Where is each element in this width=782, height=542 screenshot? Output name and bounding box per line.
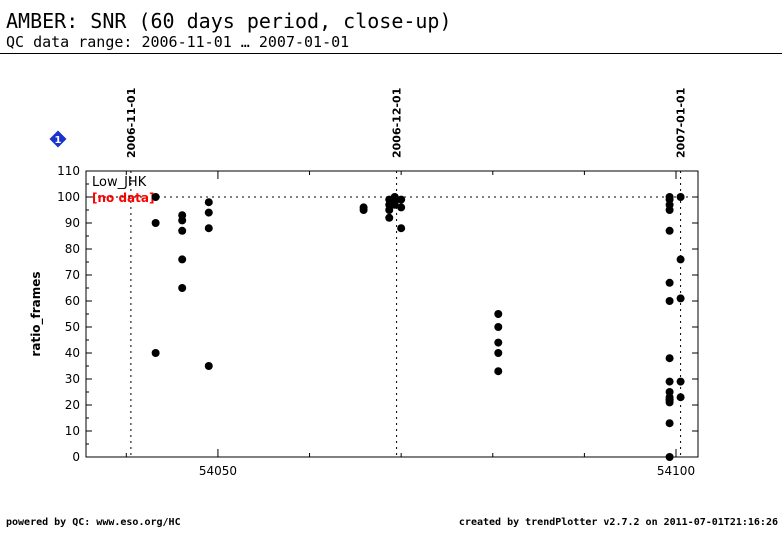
data-point [676, 193, 685, 201]
data-point [665, 354, 674, 363]
data-point [178, 255, 187, 264]
data-point [665, 453, 674, 461]
data-range-subtitle: QC data range: 2006-11-01 … 2007-01-01 [6, 33, 350, 51]
y-axis-label: ratio_frames [29, 271, 44, 356]
data-point [494, 323, 503, 331]
data-point [390, 200, 399, 209]
data-point [204, 362, 213, 370]
data-point [385, 206, 394, 214]
data-point [151, 219, 160, 227]
data-point [178, 226, 187, 235]
date-markers: 2006-11-01 2006-12-01 2007-01-01 [125, 88, 688, 457]
data-point [178, 216, 187, 225]
y-tick-label: 110 [57, 164, 80, 178]
data-point [665, 206, 674, 214]
data-point [665, 377, 674, 386]
data-point [204, 198, 213, 207]
y-tick-label: 70 [65, 268, 80, 282]
chart-title: AMBER: SNR (60 days period, close-up) [6, 9, 452, 33]
footer-created-by: created by trendPlotter v2.7.2 on 2011-0… [458, 517, 778, 528]
data-point [665, 398, 674, 407]
header-divider [0, 53, 782, 54]
info-badge-label[interactable]: 1 [55, 135, 62, 146]
data-point [204, 208, 213, 217]
y-tick-label: 40 [65, 346, 80, 360]
data-point [665, 297, 674, 305]
y-tick-label: 60 [65, 294, 80, 308]
data-point [665, 226, 674, 235]
data-point [494, 338, 503, 347]
data-point [676, 377, 685, 386]
x-axis: 54050 54100 [125, 171, 695, 478]
y-axis: 0 10 20 30 40 50 60 70 80 90 100 110 [57, 164, 698, 464]
data-point [359, 206, 368, 214]
y-tick-label: 80 [65, 242, 80, 256]
data-point [385, 213, 394, 222]
data-point [665, 278, 674, 287]
plot-frame [85, 170, 699, 458]
no-data-label: [no data] [92, 191, 154, 205]
data-point [178, 284, 187, 292]
y-tick-label: 50 [65, 320, 80, 334]
data-point [204, 224, 213, 233]
y-tick-label: 30 [65, 372, 80, 386]
data-point [665, 419, 674, 428]
data-point [397, 224, 406, 233]
data-point [494, 310, 503, 318]
data-point [397, 195, 406, 204]
y-tick-label: 20 [65, 398, 80, 412]
data-point [494, 367, 503, 376]
info-badge[interactable]: 1 [49, 130, 67, 148]
y-tick-label: 0 [72, 450, 80, 464]
data-point [676, 393, 685, 402]
data-points [151, 193, 685, 461]
date-marker-label: 2006-11-01 [125, 88, 138, 158]
x-tick-label: 54050 [199, 464, 237, 478]
panel-label: Low_JHK [92, 175, 147, 190]
data-point [151, 193, 160, 201]
date-marker-label: 2006-12-01 [391, 88, 404, 158]
data-point [151, 349, 160, 357]
data-point [494, 349, 503, 357]
data-point [676, 255, 685, 264]
data-point [676, 294, 685, 303]
y-tick-label: 10 [65, 424, 80, 438]
y-tick-label: 90 [65, 216, 80, 230]
date-marker-label: 2007-01-01 [675, 88, 688, 158]
x-tick-label: 54100 [657, 464, 695, 478]
data-point [397, 203, 406, 212]
footer-powered-by: powered by QC: www.eso.org/HC [6, 517, 181, 528]
y-tick-label: 100 [57, 190, 80, 204]
